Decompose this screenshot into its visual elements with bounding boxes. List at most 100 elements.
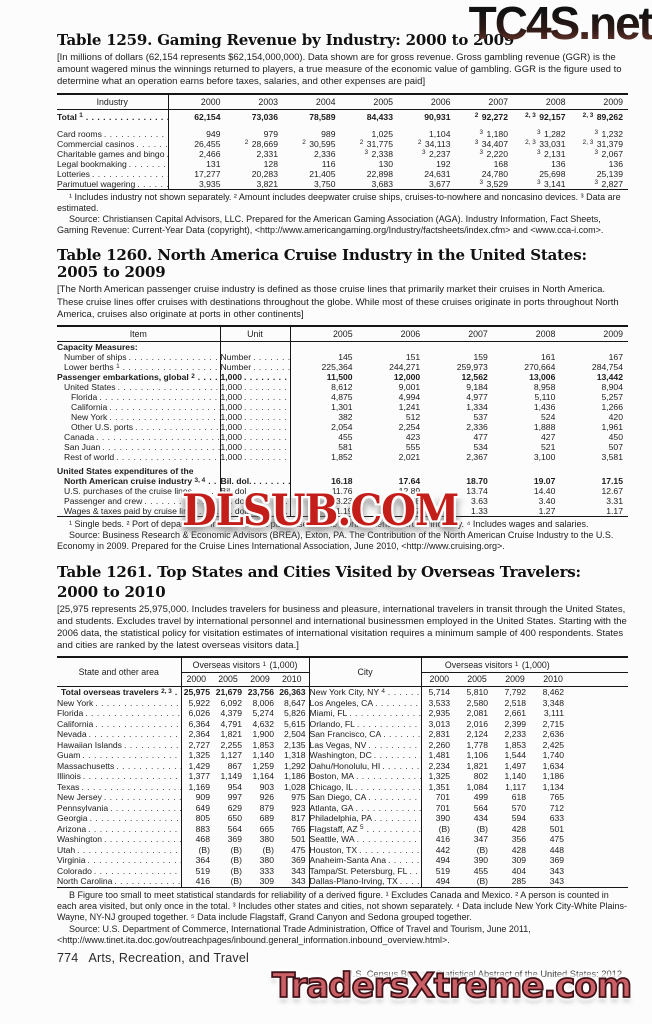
row-label: Legal bookmaking: [57, 158, 169, 169]
cell-value: 2,636: [542, 729, 565, 740]
cell-value: 309: [259, 876, 274, 887]
cell-value: 5,810: [466, 687, 489, 698]
table-1259-note: [In millions of dollars (62,154 represen…: [57, 52, 622, 88]
cell-value: (B): [262, 844, 274, 855]
cell-value: 564: [227, 823, 242, 834]
year-header: 2005: [340, 93, 398, 110]
dot-leader: [102, 129, 168, 139]
cell-value: 2,364: [188, 729, 210, 740]
city-label: Chicago, IL: [309, 781, 422, 793]
cell-value: 161: [541, 352, 556, 363]
cell-value: 416: [195, 876, 210, 887]
cell-value: 975: [277, 792, 310, 803]
cell-value: 1,318: [277, 750, 310, 761]
dot-leader: [90, 169, 168, 179]
section-label: Capacity Measures:: [57, 341, 221, 353]
cell-value: 3,677: [428, 178, 451, 189]
cell-value: 23,756: [247, 687, 274, 698]
cell-value: 2,580: [466, 697, 489, 708]
city-label: Houston, TX: [309, 844, 422, 856]
cell-value: 5,274: [252, 708, 274, 719]
cell-value: 494: [435, 876, 451, 887]
cell-value: 1,821: [466, 760, 489, 771]
row-label: Rest of world: [57, 452, 221, 463]
cell-value: 650: [227, 813, 242, 824]
dot-leader: [83, 708, 180, 719]
cell-value: 2,054: [331, 422, 353, 433]
table-row: Parimutuel wagering 3,935 3,821 3,750 3,683 3…: [57, 178, 628, 190]
cell-value: 13.74: [466, 486, 488, 497]
state-label: Utah: [57, 844, 182, 856]
cell-value: 343: [277, 865, 310, 877]
dot-leader: [88, 813, 181, 824]
cell-value: 2,425: [542, 739, 565, 750]
cell-value: 73,036: [251, 111, 278, 122]
table-1259-source: Source: Christiansen Capital Advisors, L…: [57, 214, 604, 236]
dot-leader: [242, 452, 289, 462]
cell-value: 3 2,067: [594, 148, 623, 159]
column-header-unit: Unit: [220, 326, 291, 343]
cell-value: 25,975: [183, 687, 210, 698]
cell-value: 17,277: [194, 168, 221, 179]
cell-value: 1,377: [188, 771, 210, 782]
year-header: 2000: [421, 672, 460, 688]
dot-leader: [242, 372, 289, 382]
year-header: 2008: [513, 93, 571, 110]
unit-cell: Bil. dol.: [220, 506, 291, 517]
dot-leader: [366, 740, 420, 751]
table-row: Florida1,000 4,875 4,994 4,977 5,110 5,257: [57, 392, 628, 403]
table-1260-title: Table 1260. North America Cruise Industr…: [57, 246, 587, 282]
cell-value: 2,016: [466, 718, 489, 729]
cell-value: 537: [473, 412, 488, 423]
dot-leader: [86, 824, 180, 835]
cell-value: 1,481: [428, 750, 451, 761]
cell-value: 2,135: [277, 739, 310, 751]
state-label: North Carolina: [57, 876, 182, 888]
group-header-right: Overseas visitors 1 (1,000): [421, 657, 574, 674]
row-label: Card rooms: [57, 128, 169, 139]
cell-value: 8,647: [277, 697, 310, 709]
spacer-row: [57, 462, 628, 467]
cell-value: 3 3,141: [537, 178, 566, 189]
row-label: Commercial casinos: [57, 138, 169, 149]
cell-value: 136: [608, 158, 623, 169]
cell-value: 1,429: [188, 760, 210, 771]
cell-value: 1,186: [277, 771, 310, 782]
cell-value: 3,935: [198, 178, 221, 189]
cell-value: 689: [259, 813, 274, 824]
dot-leader: [134, 139, 167, 149]
unit-cell: Number: [220, 362, 291, 373]
dot-leader: [116, 382, 220, 392]
cell-value: 5,922: [188, 697, 210, 708]
state-label: Hawaiian Islands: [57, 739, 182, 751]
cell-value: 4,875: [331, 392, 353, 403]
cell-value: 12,000: [393, 372, 421, 383]
column-header-city: City: [309, 657, 422, 688]
cell-value: 225,364: [321, 362, 353, 373]
table-row: Wages & taxes paid by cruise linesBil. d…: [57, 506, 628, 517]
city-label: Los Angeles, CA: [309, 697, 422, 709]
column-header-state: State and other area: [57, 657, 182, 688]
cell-value: 2, 3 31,379: [582, 138, 623, 149]
cell-value: 3 2,237: [422, 148, 451, 159]
unit-cell: 1,000: [220, 452, 291, 463]
cell-value: 343: [549, 865, 565, 876]
state-label: Florida: [57, 708, 182, 719]
state-label: Arizona: [57, 823, 182, 835]
table-1261-note: [25,975 represents 25,975,000. Includes …: [57, 603, 627, 652]
table-row: California1,000 1,301 1,241 1,334 1,436 1,266: [57, 402, 628, 413]
cell-value: 2,255: [220, 739, 242, 750]
cell-value: 2,935: [428, 708, 451, 719]
dot-leader: [114, 452, 219, 462]
city-label: Seattle, WA: [309, 834, 422, 845]
dot-leader: [79, 782, 180, 793]
unit-cell: 1,000: [220, 432, 291, 443]
table-1261-section: Table 1261. Top States and Cities Visite…: [57, 563, 629, 946]
cell-value: 145: [338, 352, 353, 363]
unit-cell: 1,000: [220, 422, 291, 433]
cell-value: 2,336: [466, 422, 488, 433]
